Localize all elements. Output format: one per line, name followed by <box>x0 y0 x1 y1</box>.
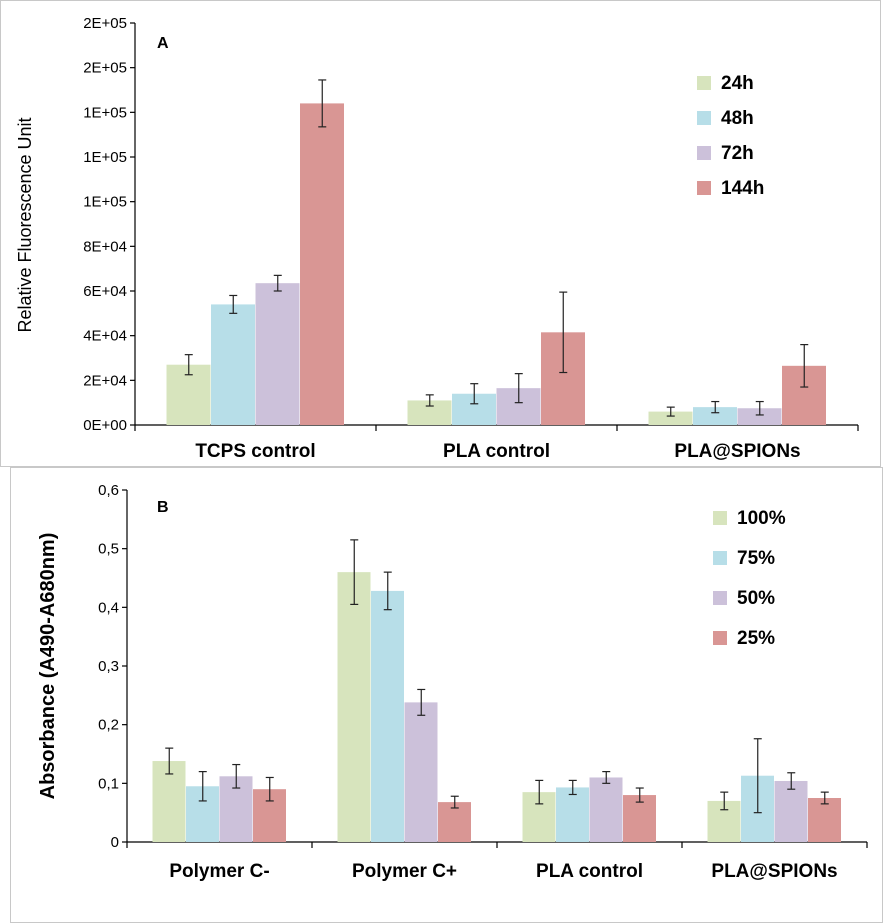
panel-b-y-axis-title: Absorbance (A490-A680nm) <box>37 533 59 800</box>
legend-swatch-75% <box>713 551 727 565</box>
legend-swatch-24h <box>697 76 711 90</box>
legend-label: 144h <box>721 178 764 199</box>
y-tick-label: 1E+05 <box>83 104 127 121</box>
y-tick-label: 0,4 <box>98 599 119 616</box>
legend-label: 100% <box>737 508 786 529</box>
y-tick-label: 0,3 <box>98 658 119 675</box>
y-tick-label: 0,5 <box>98 541 119 558</box>
y-tick-label: 1E+05 <box>83 149 127 166</box>
bar-25%-PLA control <box>623 795 656 842</box>
y-tick-label: 0,6 <box>98 482 119 499</box>
panel-a-letter: A <box>157 35 169 52</box>
y-tick-label: 6E+04 <box>83 283 127 300</box>
legend-swatch-100% <box>713 511 727 525</box>
y-tick-label: 4E+04 <box>83 328 127 345</box>
bar-24h-PLA@SPIONs <box>648 411 693 425</box>
bar-25%-PLA@SPIONs <box>808 798 841 842</box>
panel-b-axes: 0 0,1 0,2 0,3 0,4 0,5 0,6 Polymer C- Polymer C+ P… <box>98 482 868 882</box>
bar-75%-Polymer C+ <box>371 590 404 842</box>
legend-swatch-25% <box>713 631 727 645</box>
legend-label: 48h <box>721 108 754 129</box>
bar-50%-PLA@SPIONs <box>774 780 808 842</box>
y-tick-label: 2E+05 <box>83 60 127 77</box>
panel-a-y-axis-title: Relative Fluorescence Unit <box>15 117 35 332</box>
y-tick-label: 0E+00 <box>83 417 127 434</box>
legend-label: 25% <box>737 628 775 649</box>
panel-b-absorbance-chart: B Absorbance (A490-A680nm) 0 0,1 0,2 0,3 0,4… <box>10 467 883 923</box>
bar-72h-TCPS control <box>255 283 300 425</box>
y-tick-label: 0,2 <box>98 717 119 734</box>
legend-swatch-48h <box>697 111 711 125</box>
x-category-label: Polymer C- <box>169 861 269 882</box>
y-tick-label: 0,1 <box>98 775 119 792</box>
bar-144h-TCPS control <box>300 103 344 426</box>
bar-48h-PLA@SPIONs <box>693 407 737 425</box>
legend-label: 50% <box>737 588 775 609</box>
x-category-label: PLA control <box>536 861 643 882</box>
x-category-label: PLA@SPIONs <box>674 441 800 462</box>
y-tick-label: 2E+04 <box>83 372 127 389</box>
bar-48h-TCPS control <box>211 304 255 425</box>
panel-b-bars <box>152 539 841 842</box>
y-tick-label: 8E+04 <box>83 238 127 255</box>
legend-label: 72h <box>721 143 754 164</box>
panel-a-fluorescence-chart: A Relative Fluorescence Unit 0E+00 2E+04 4… <box>0 0 881 467</box>
y-tick-label: 2E+05 <box>83 15 127 32</box>
panel-b-frame <box>10 467 883 923</box>
panel-a-axes: 0E+00 2E+04 4E+04 6E+04 8E+04 1E+05 1E+05 1E+05… <box>83 15 859 462</box>
x-category-label: Polymer C+ <box>352 861 457 882</box>
panel-b-legend: 100% 75% 50% 25% <box>713 508 786 649</box>
legend-swatch-144h <box>697 181 711 195</box>
panel-a-legend: 24h 48h 72h 144h <box>697 73 764 199</box>
panel-a-frame <box>0 0 881 467</box>
legend-label: 75% <box>737 548 775 569</box>
bar-72h-PLA@SPIONs <box>737 408 782 425</box>
legend-swatch-50% <box>713 591 727 605</box>
x-category-label: PLA control <box>443 441 550 462</box>
legend-swatch-72h <box>697 146 711 160</box>
panel-a-bars <box>166 79 826 426</box>
panel-b-letter: B <box>157 499 169 516</box>
y-tick-label: 1E+05 <box>83 194 127 211</box>
legend-label: 24h <box>721 73 754 94</box>
y-tick-label: 0 <box>111 834 119 851</box>
x-category-label: PLA@SPIONs <box>711 861 837 882</box>
bar-50%-Polymer C+ <box>404 702 438 842</box>
bar-100%-Polymer C+ <box>337 572 371 842</box>
x-category-label: TCPS control <box>195 441 315 462</box>
bar-50%-PLA control <box>589 777 623 842</box>
bar-25%-Polymer C+ <box>438 802 471 842</box>
bar-75%-PLA control <box>556 787 589 842</box>
